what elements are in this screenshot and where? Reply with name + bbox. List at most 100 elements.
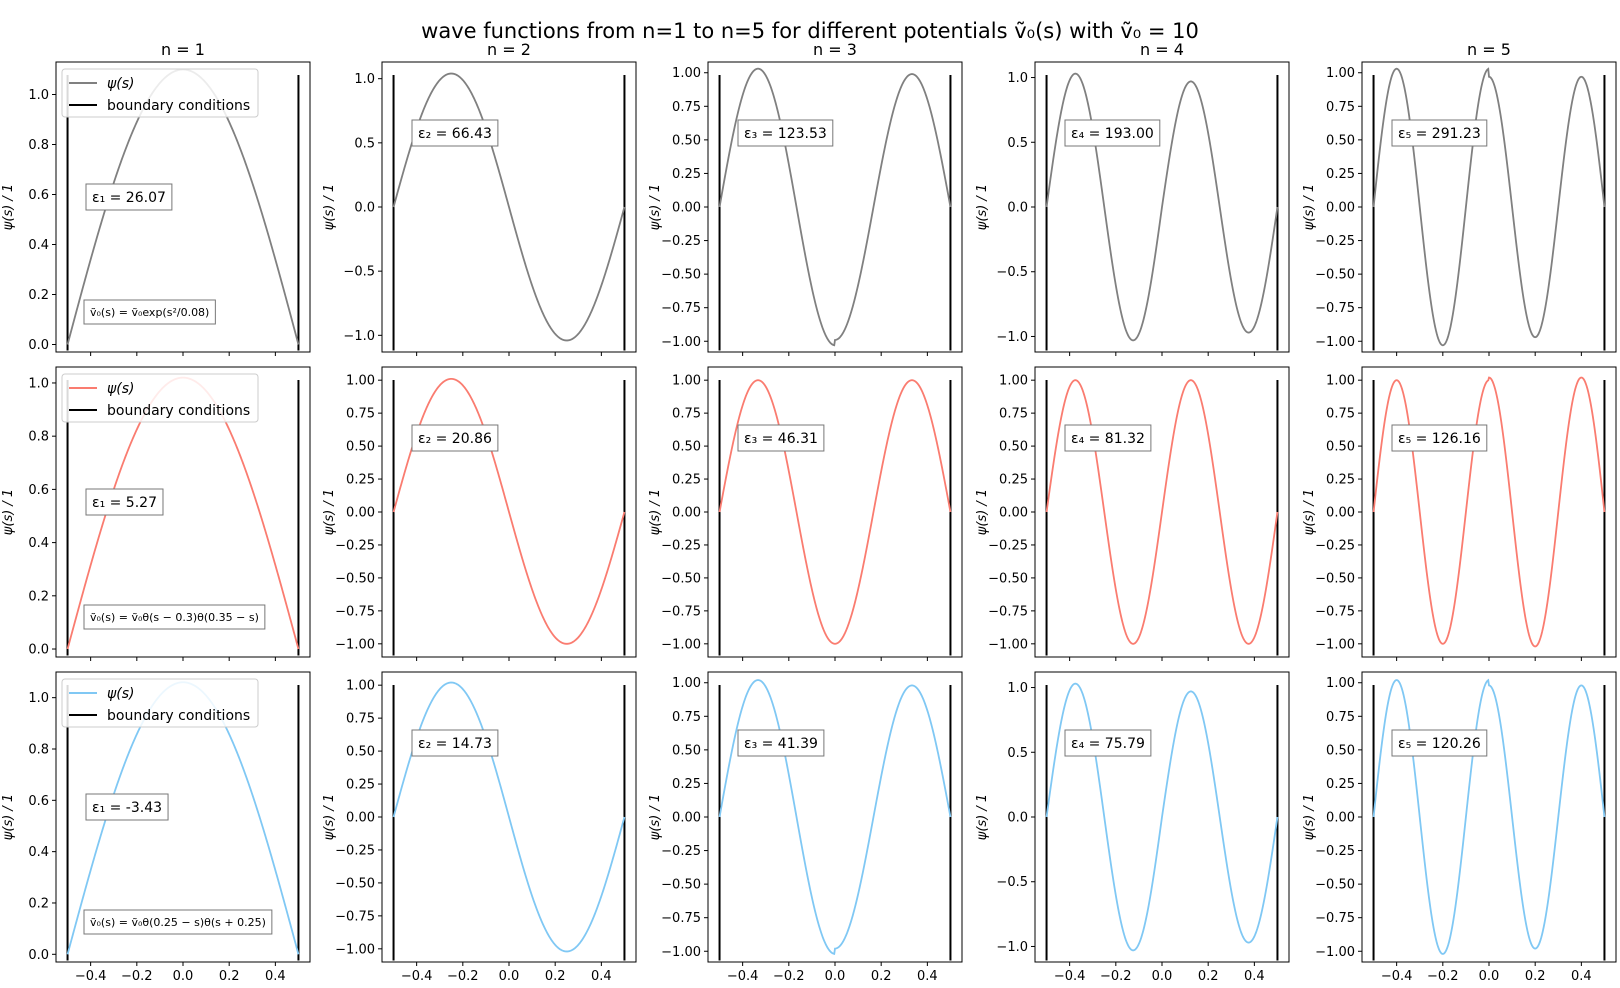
energy-box <box>1391 424 1488 452</box>
y-axis-label: ψ(s) / 1 <box>648 794 663 840</box>
y-tick-label: −0.50 <box>1315 571 1355 586</box>
y-tick-label: −1.00 <box>661 945 701 960</box>
y-tick-label: −0.25 <box>335 843 375 858</box>
x-tick-label: −0.2 <box>447 969 479 984</box>
energy-annotation: ε₂ = 14.73 <box>411 729 499 757</box>
potential-annotation: ṽ₀(s) = ṽ₀θ(0.25 − s)θ(s + 0.25) <box>83 909 273 935</box>
energy-label: ε₁ = -3.43 <box>92 800 162 816</box>
y-tick-label: 0.4 <box>28 845 49 860</box>
y-tick-label: −1.00 <box>1315 945 1355 960</box>
y-tick-label: −0.5 <box>343 265 375 280</box>
y-tick-label: 0.00 <box>346 506 375 521</box>
legend-boundary-label: boundary conditions <box>107 98 250 114</box>
y-tick-label: 0.50 <box>672 133 701 148</box>
energy-label: ε₃ = 41.39 <box>744 736 818 752</box>
x-tick-label: −0.4 <box>401 969 433 984</box>
wave-function-curve <box>1372 376 1606 648</box>
y-tick-label: −1.00 <box>661 335 701 350</box>
energy-label: ε₂ = 66.43 <box>418 126 492 142</box>
x-tick-label: 0.2 <box>1525 969 1546 984</box>
column-title-n5: n = 5 <box>1467 40 1511 59</box>
y-tick-label: −0.50 <box>661 571 701 586</box>
wave-function-curve <box>718 679 952 956</box>
y-tick-label: 0.25 <box>672 167 701 182</box>
wave-function-curve <box>1045 682 1279 952</box>
y-tick-label: 0.25 <box>672 473 701 488</box>
energy-label: ε₅ = 120.26 <box>1398 736 1481 752</box>
panel-row3-n1: 0.0 0.2 0.4 0.6 0.8 1.0 −0.4 −0.2 0.0 0.2 0.4 ψ(s) … <box>1 671 311 984</box>
x-tick-label: 0.0 <box>499 969 520 984</box>
potential-label: ṽ₀(s) = ṽ₀θ(s − 0.3)θ(0.35 − s) <box>90 611 259 624</box>
y-tick-label: −1.0 <box>996 940 1028 955</box>
y-tick-label: −0.50 <box>661 268 701 283</box>
y-tick-label: 1.00 <box>672 676 701 691</box>
y-tick-label: −0.75 <box>661 911 701 926</box>
y-axis-label: ψ(s) / 1 <box>1 489 16 535</box>
y-tick-label: −1.00 <box>335 942 375 957</box>
x-tick-label: 0.0 <box>825 969 846 984</box>
axes-frame <box>1361 61 1617 353</box>
axes-frame <box>707 366 963 658</box>
potential-box <box>83 299 216 325</box>
y-tick-label: 0.00 <box>1326 811 1355 826</box>
energy-box <box>85 793 169 821</box>
legend-box <box>61 373 259 423</box>
legend-psi-label: ψ(s) <box>107 686 134 702</box>
y-tick-label: −0.25 <box>1315 234 1355 249</box>
y-tick-label: −0.25 <box>661 234 701 249</box>
y-tick-label: 1.00 <box>346 374 375 389</box>
y-tick-label: 0.8 <box>28 138 49 153</box>
x-tick-label: 0.0 <box>173 969 194 984</box>
y-axis-label: ψ(s) / 1 <box>975 489 990 535</box>
y-tick-label: −1.00 <box>661 637 701 652</box>
y-tick-label: 0.25 <box>672 777 701 792</box>
y-tick-label: 1.0 <box>28 376 49 391</box>
y-tick-label: −0.75 <box>335 604 375 619</box>
y-tick-label: −1.00 <box>1315 637 1355 652</box>
y-tick-label: −0.75 <box>988 604 1028 619</box>
y-tick-label: 0.0 <box>1007 201 1028 216</box>
energy-box <box>1064 119 1161 147</box>
axes-frame <box>707 61 963 353</box>
potential-annotation: ṽ₀(s) = ṽ₀θ(s − 0.3)θ(0.35 − s) <box>83 604 266 630</box>
energy-box <box>411 729 499 757</box>
y-tick-label: 1.00 <box>1326 66 1355 81</box>
legend-box <box>61 68 259 118</box>
x-tick-label: 0.0 <box>1152 969 1173 984</box>
y-tick-label: 0.50 <box>1326 743 1355 758</box>
energy-box <box>737 729 825 757</box>
x-tick-label: 0.2 <box>871 969 892 984</box>
y-tick-label: 0.75 <box>1326 710 1355 725</box>
panel-row2-n3: −1.00 −0.75 −0.50 −0.25 0.00 0.25 0.50 0.75 1.00… <box>648 366 963 661</box>
y-tick-label: 0.00 <box>1326 506 1355 521</box>
energy-label: ε₁ = 26.07 <box>92 190 166 206</box>
energy-annotation: ε₁ = -3.43 <box>85 793 169 821</box>
energy-box <box>85 183 173 211</box>
y-axis-label: ψ(s) / 1 <box>322 489 337 535</box>
legend: ψ(s) boundary conditions <box>61 373 259 423</box>
panel-row1-n4: −1.0 −0.5 0.0 0.5 1.0 ψ(s) / 1 ε₄ = 193.00 <box>975 61 1290 356</box>
panel-row1-n1: 0.0 0.2 0.4 0.6 0.8 1.0 ψ(s) / 1 ε₁ = 26.07 ṽ₀(s… <box>1 61 311 356</box>
wave-function-curve <box>1045 379 1279 645</box>
y-tick-label: 0.00 <box>672 811 701 826</box>
y-tick-label: 0.0 <box>1007 811 1028 826</box>
x-tick-label: −0.4 <box>1054 969 1086 984</box>
panel-row3-n5: −1.00 −0.75 −0.50 −0.25 0.00 0.25 0.50 0.75 1.00… <box>1302 671 1617 984</box>
y-tick-label: 0.0 <box>28 338 49 353</box>
y-tick-label: 0.25 <box>346 473 375 488</box>
y-axis-label: ψ(s) / 1 <box>648 489 663 535</box>
y-tick-label: 1.0 <box>28 691 49 706</box>
panel-row3-n3: −1.00 −0.75 −0.50 −0.25 0.00 0.25 0.50 0.75 1.00… <box>648 671 963 984</box>
potential-annotation: ṽ₀(s) = ṽ₀exp(s²/0.08) <box>83 299 216 325</box>
panel-row2-n5: −1.00 −0.75 −0.50 −0.25 0.00 0.25 0.50 0.75 1.00… <box>1302 366 1617 661</box>
y-axis-label: ψ(s) / 1 <box>1 794 16 840</box>
y-tick-label: −0.25 <box>988 538 1028 553</box>
y-tick-label: −0.75 <box>661 604 701 619</box>
energy-box <box>737 424 825 452</box>
y-tick-label: 1.0 <box>28 88 49 103</box>
y-tick-label: −0.75 <box>661 301 701 316</box>
wave-function-curve <box>392 681 626 953</box>
energy-label: ε₄ = 81.32 <box>1071 431 1145 447</box>
y-axis-label: ψ(s) / 1 <box>322 794 337 840</box>
